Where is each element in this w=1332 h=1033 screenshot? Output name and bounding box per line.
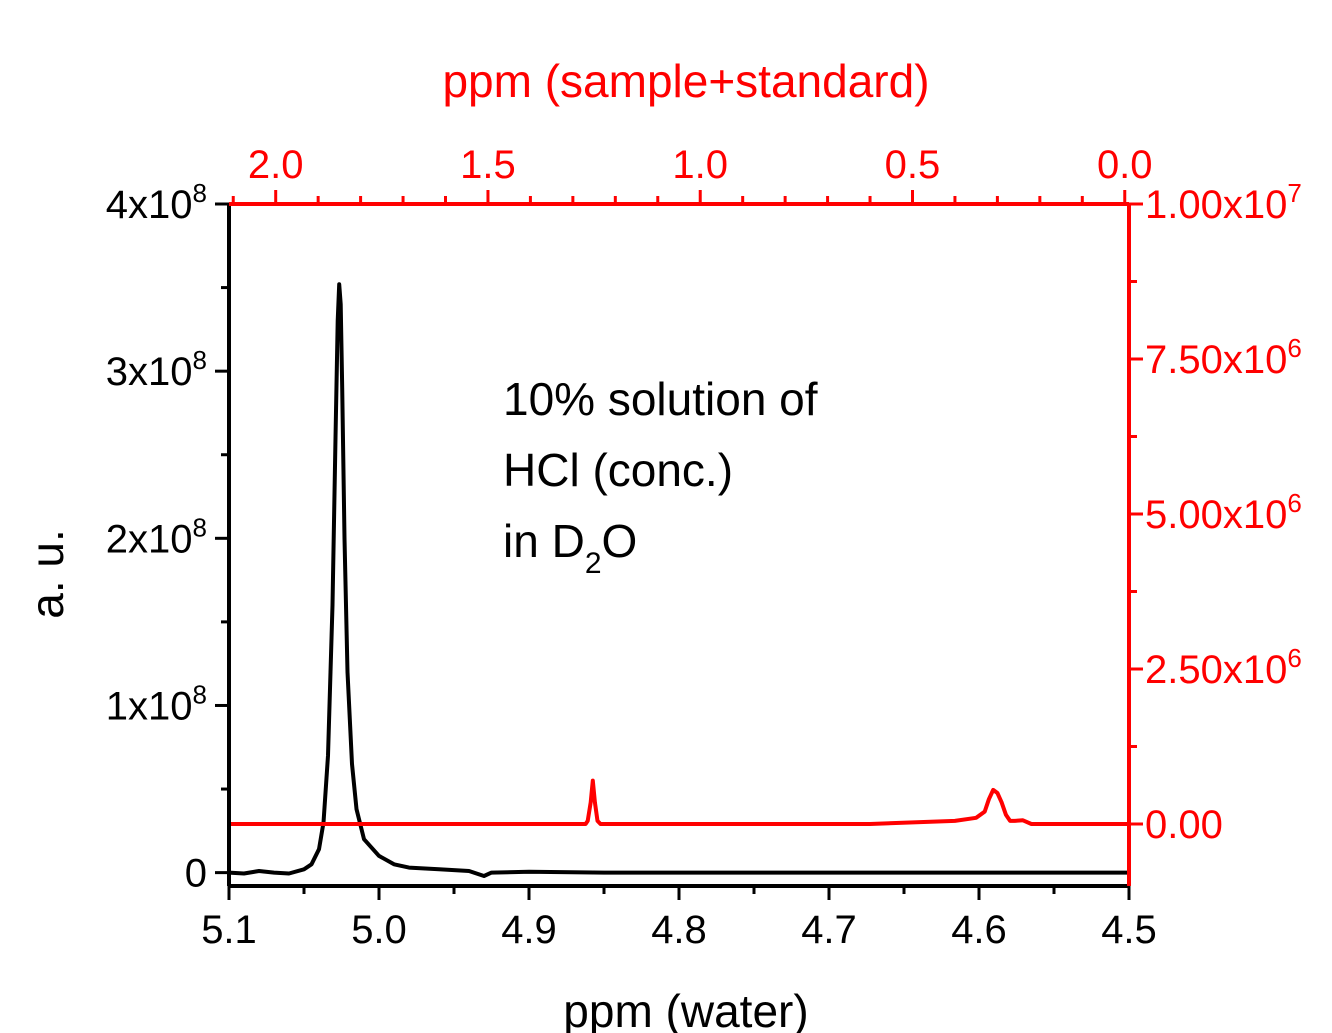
top-axis-title: ppm (sample+standard) — [442, 55, 929, 107]
bottom-tick-label: 4.7 — [801, 908, 857, 952]
left-axis-title: a. u. — [21, 529, 73, 619]
series-1-line — [229, 778, 1129, 826]
right-tick-label: 2.50x106 — [1145, 643, 1302, 692]
left-tick-label: 1x108 — [106, 679, 207, 728]
top-tick-label: 0.0 — [1097, 143, 1153, 187]
ticks-layer: 5.1 5.0 4.9 4.8 4.7 4.6 4.52.0 1.5 1.0 0.5 0.001x1… — [106, 143, 1302, 952]
annotation-line-3: in D2O — [503, 515, 637, 580]
annotation-line-1: 10% solution of — [503, 373, 818, 425]
right-tick-label: 1.00x107 — [1145, 178, 1302, 227]
left-tick-label: 2x108 — [106, 512, 207, 561]
bottom-tick-label: 4.5 — [1101, 908, 1157, 952]
right-tick-label: 0.00 — [1145, 803, 1223, 847]
top-tick-label: 2.0 — [248, 143, 304, 187]
bottom-tick-label: 4.6 — [951, 908, 1007, 952]
top-tick-label: 1.0 — [672, 143, 728, 187]
axes-layer — [227, 202, 1131, 888]
right-tick-label: 7.50x106 — [1145, 333, 1302, 382]
bottom-tick-label: 4.9 — [501, 908, 557, 952]
top-tick-label: 1.5 — [460, 143, 516, 187]
top-tick-label: 0.5 — [885, 143, 941, 187]
left-tick-label: 3x108 — [106, 345, 207, 394]
left-tick-label: 4x108 — [106, 178, 207, 227]
series-layer — [228, 282, 1129, 878]
bottom-axis-title: ppm (water) — [563, 985, 808, 1033]
series-0-line — [228, 282, 1129, 878]
annotation-line-3-text: in D — [503, 515, 585, 567]
annotation-line-2: HCl (conc.) — [503, 444, 733, 496]
bottom-tick-label: 5.0 — [351, 908, 407, 952]
left-tick-label: 0 — [185, 852, 207, 896]
annotation-subscript: 2 — [585, 547, 602, 580]
bottom-tick-label: 4.8 — [651, 908, 707, 952]
right-tick-label: 5.00x106 — [1145, 488, 1302, 537]
annotation: 10% solution of HCl (conc.) in D2O — [503, 373, 818, 580]
bottom-tick-label: 5.1 — [201, 908, 257, 952]
annotation-line-3-rest: O — [602, 515, 638, 567]
